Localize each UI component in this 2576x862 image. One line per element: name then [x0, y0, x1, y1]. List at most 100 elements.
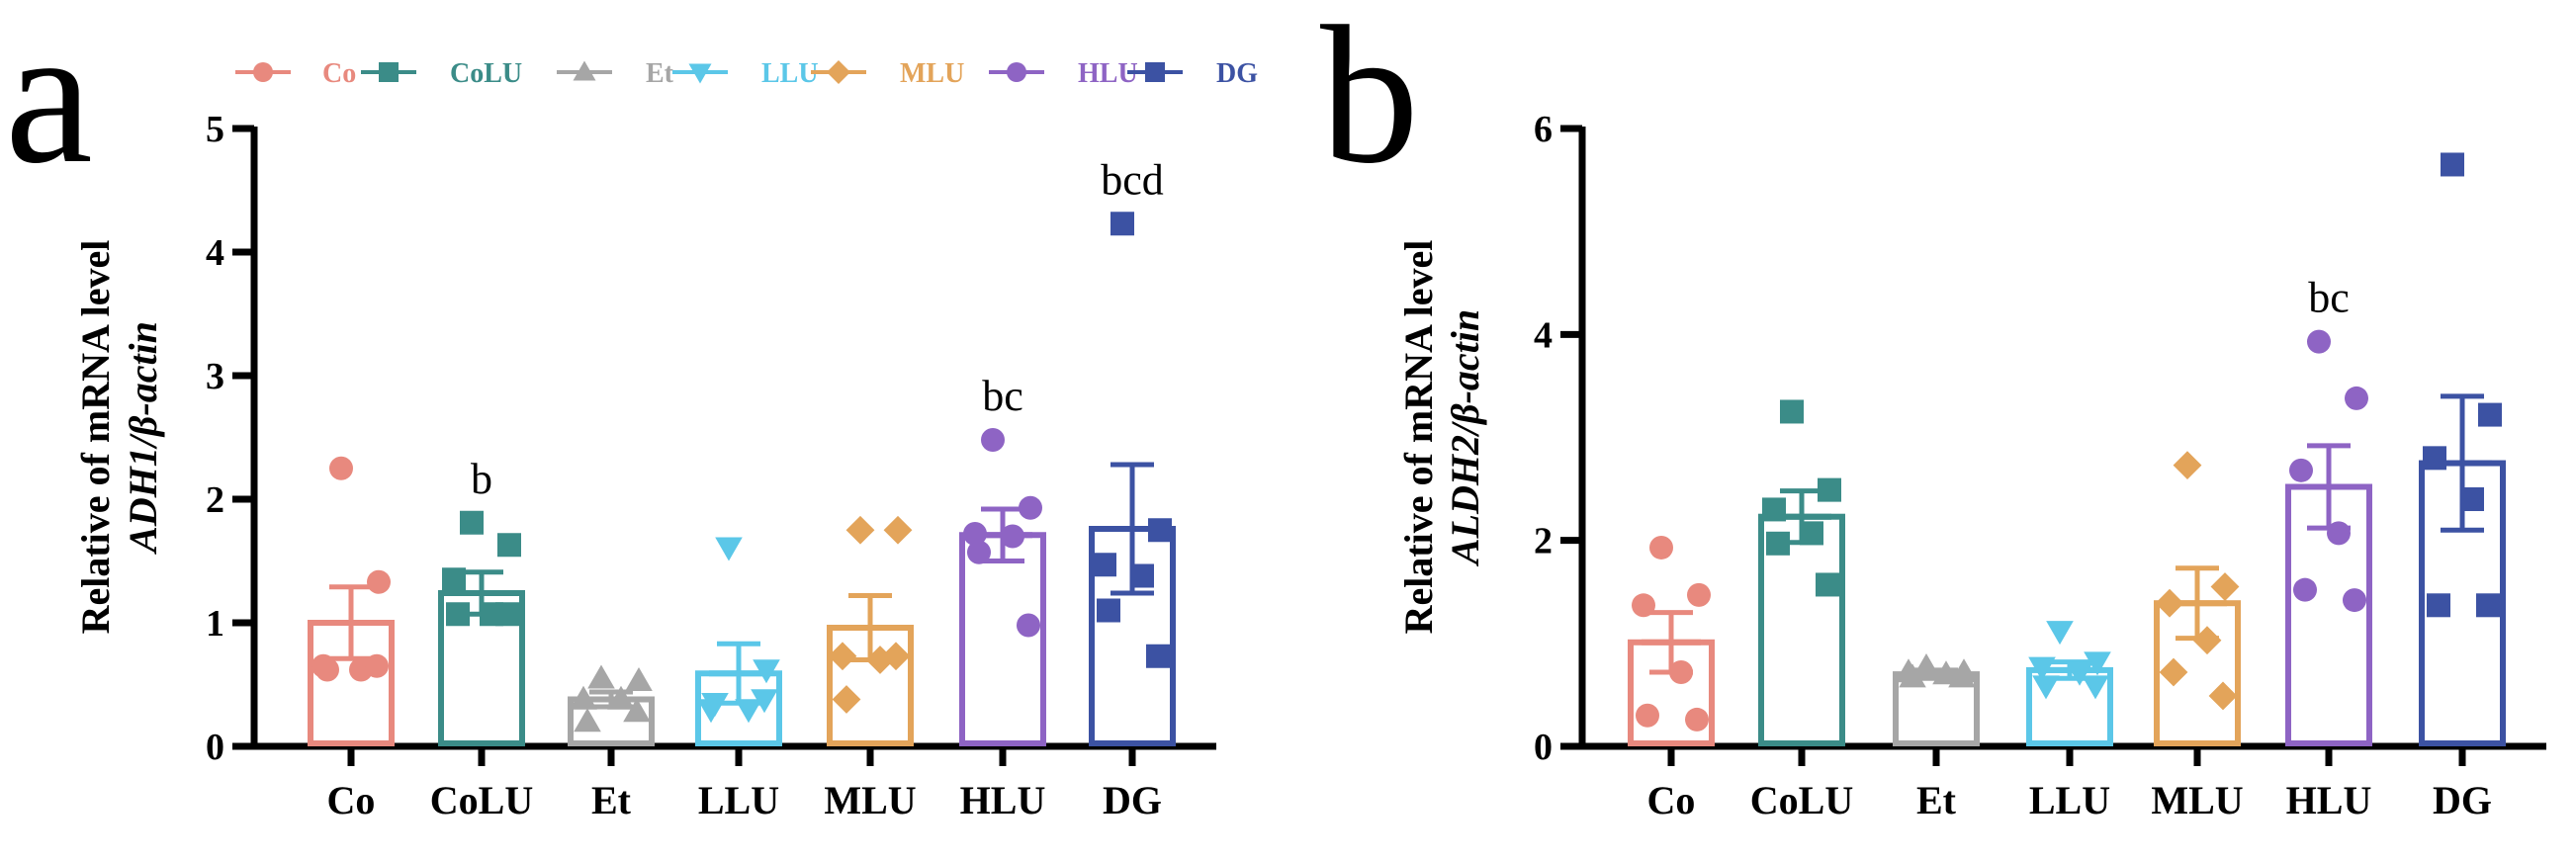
- legend-label-dg: DG: [1216, 58, 1258, 89]
- x-tick-label-co: Co: [327, 778, 376, 822]
- data-point-dg: [1093, 553, 1116, 577]
- x-tick-label-hlu: HLU: [2286, 778, 2372, 822]
- y-tick-label: 0: [206, 727, 224, 768]
- legend-marker-dg: [1145, 62, 1165, 82]
- legend-label-et: Et: [646, 58, 674, 89]
- data-point-co: [1669, 660, 1693, 684]
- chart-panel-a: a Relative of mRNA level ADH1/β-actin 0 1 2 3 4…: [5, 0, 1216, 822]
- data-point-colu: [497, 533, 521, 558]
- legend-marker-colu: [379, 62, 399, 82]
- y-axis-label-line2: ADH1/β-actin: [121, 321, 165, 556]
- data-point-llu: [2032, 675, 2060, 700]
- x-tick-label-llu: LLU: [698, 778, 779, 822]
- data-point-llu: [2084, 651, 2111, 676]
- data-point-llu: [753, 659, 780, 684]
- data-point-colu: [1800, 521, 1823, 546]
- data-point-mlu: [2159, 657, 2188, 687]
- data-point-dg: [1146, 644, 1170, 668]
- y-tick-label: 2: [206, 479, 224, 521]
- data-point-et: [574, 708, 601, 733]
- data-point-et: [623, 698, 651, 723]
- data-point-hlu: [2327, 521, 2351, 546]
- data-point-dg: [2441, 152, 2464, 177]
- data-point-dg: [2478, 402, 2502, 427]
- x-tick-label-colu: CoLU: [1750, 778, 1853, 822]
- data-point-co: [1685, 707, 1709, 732]
- data-point-hlu: [1001, 524, 1024, 549]
- data-point-hlu: [2293, 577, 2317, 602]
- y-tick-label: 2: [1534, 521, 1553, 562]
- data-point-colu: [446, 602, 470, 627]
- significance-label-colu: b: [471, 455, 492, 503]
- data-point-hlu: [2345, 386, 2368, 410]
- data-point-colu: [1780, 399, 1804, 424]
- data-point-mlu: [832, 685, 861, 714]
- panel-label-a: a: [5, 0, 93, 205]
- data-point-co: [367, 569, 391, 594]
- data-point-et: [570, 685, 597, 710]
- x-tick-label-et: Et: [1916, 778, 1957, 822]
- figure-legend: Co CoLU Et LLU MLU HLU DG: [235, 58, 1258, 89]
- data-point-hlu: [1017, 613, 1040, 638]
- data-point-mlu: [2208, 681, 2238, 711]
- x-tick-label-dg: DG: [1103, 778, 1162, 822]
- y-axis-label-line1: Relative of mRNA level: [1396, 240, 1441, 635]
- data-point-hlu: [981, 428, 1005, 452]
- data-point-dg: [1130, 563, 1154, 588]
- data-point-hlu: [967, 540, 991, 564]
- legend-label-mlu: MLU: [900, 58, 964, 89]
- y-tick-label: 3: [206, 356, 224, 397]
- x-tick-label-mlu: MLU: [2151, 778, 2243, 822]
- legend-marker-hlu: [1007, 62, 1026, 82]
- data-point-dg: [1148, 518, 1172, 543]
- y-axis-label-line1: Relative of mRNA level: [73, 240, 118, 635]
- data-point-et: [587, 664, 615, 689]
- data-point-colu: [1762, 497, 1786, 522]
- data-point-co: [315, 657, 339, 682]
- x-tick-label-mlu: MLU: [824, 778, 916, 822]
- data-point-colu: [460, 510, 484, 535]
- chart-panel-b: b Relative of mRNA level ALDH2/β-actin 0 2 4 6…: [1320, 0, 2546, 822]
- data-point-llu: [751, 689, 778, 714]
- legend-label-colu: CoLU: [450, 58, 522, 89]
- data-point-dg: [1097, 598, 1120, 623]
- y-tick-label: 4: [1534, 314, 1553, 356]
- data-point-dg: [2423, 446, 2446, 471]
- data-point-hlu: [2343, 588, 2366, 613]
- bar-hlu: [959, 532, 1046, 746]
- data-point-mlu: [2173, 451, 2202, 480]
- x-tick-label-dg: DG: [2433, 778, 2492, 822]
- data-point-hlu: [2307, 329, 2331, 354]
- data-point-llu: [701, 693, 729, 718]
- panel-label-b: b: [1320, 0, 1419, 205]
- data-point-colu: [442, 567, 466, 592]
- data-point-colu: [1818, 477, 1841, 502]
- data-point-colu: [495, 602, 519, 627]
- legend-marker-mlu: [827, 60, 850, 84]
- legend-marker-llu: [688, 63, 712, 84]
- data-point-mlu: [883, 515, 913, 545]
- data-point-hlu: [1019, 495, 1042, 520]
- data-point-mlu: [881, 642, 911, 671]
- significance-label-hlu: bc: [982, 372, 1023, 420]
- data-point-colu: [1816, 572, 1839, 597]
- data-point-llu: [715, 537, 743, 561]
- data-point-dg: [2460, 487, 2484, 511]
- data-point-dg: [2476, 593, 2500, 618]
- data-point-mlu: [845, 515, 875, 545]
- data-point-et: [625, 666, 653, 691]
- y-tick-label: 0: [1534, 727, 1553, 768]
- data-point-llu: [2082, 675, 2109, 700]
- significance-label-dg: bcd: [1101, 155, 1164, 204]
- data-point-dg: [2427, 593, 2450, 618]
- legend-marker-co: [253, 62, 273, 82]
- significance-label-hlu: bc: [2308, 274, 2350, 322]
- data-point-co: [329, 456, 353, 480]
- data-point-co: [1649, 535, 1673, 560]
- data-point-et: [607, 685, 635, 710]
- x-tick-label-co: Co: [1647, 778, 1696, 822]
- y-axis-label-line2: ALDH2/β-actin: [1443, 309, 1487, 567]
- data-point-llu: [2046, 621, 2074, 646]
- data-point-co: [1687, 582, 1711, 607]
